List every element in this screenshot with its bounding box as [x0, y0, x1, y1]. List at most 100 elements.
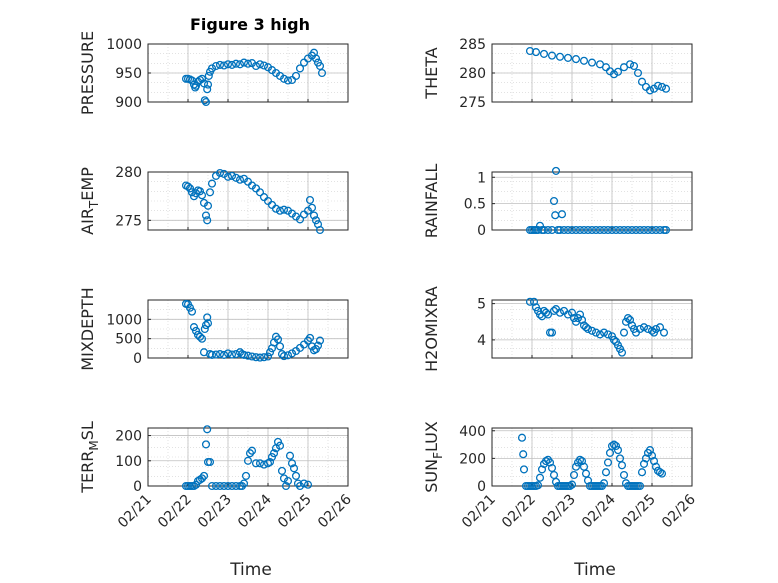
data-point: [283, 351, 293, 360]
data-point: [309, 211, 319, 220]
data-point: [215, 350, 225, 359]
data-point: [651, 225, 661, 235]
data-point: [539, 49, 549, 58]
data-point: [243, 351, 253, 360]
data-point: [563, 225, 573, 235]
data-point: [255, 353, 265, 362]
data-point: [277, 466, 287, 475]
x-axis-label-right: Time: [573, 560, 616, 580]
data-point: [657, 469, 667, 478]
data-point: [215, 60, 225, 69]
data-point: [187, 307, 197, 316]
data-point: [281, 481, 291, 491]
y-tick-label: 950: [115, 66, 142, 82]
data-point: [227, 481, 237, 491]
data-point: [251, 61, 261, 71]
data-point: [285, 451, 295, 460]
data-point: [185, 184, 195, 193]
data-point: [619, 328, 629, 337]
data-point: [595, 225, 605, 235]
data-point: [551, 166, 561, 175]
data-point: [629, 61, 639, 71]
data-point: [223, 349, 233, 358]
data-point: [219, 350, 229, 359]
data-point: [583, 324, 593, 334]
data-point: [645, 86, 655, 95]
x-tick-label: 02/22: [155, 492, 195, 532]
y-axis-label: H2OMIXRA: [422, 286, 441, 372]
y-tick-label: 0: [477, 479, 486, 495]
data-point: [643, 225, 653, 235]
y-axis-label: RAINFALL: [422, 164, 441, 239]
data-point: [201, 321, 211, 330]
data-point: [203, 201, 213, 210]
data-point: [305, 333, 315, 342]
y-tick-label: 400: [459, 424, 486, 440]
data-point: [263, 352, 273, 361]
data-point: [223, 60, 233, 69]
y-tick-label: 200: [115, 429, 142, 445]
x-tick-label: 02/21: [459, 492, 499, 532]
data-point: [601, 63, 611, 72]
data-point: [563, 310, 573, 319]
data-point: [615, 225, 625, 235]
data-point: [635, 225, 645, 235]
data-point: [291, 471, 301, 480]
data-point: [567, 308, 577, 317]
data-point: [197, 474, 207, 483]
data-point: [531, 48, 541, 57]
data-point: [625, 315, 635, 324]
data-point: [283, 476, 293, 486]
data-point: [275, 441, 285, 450]
y-tick-label: 0: [477, 223, 486, 239]
data-point: [259, 193, 269, 202]
data-point: [533, 481, 543, 490]
data-point: [205, 457, 215, 467]
data-point: [279, 74, 289, 83]
data-point: [613, 67, 623, 76]
data-point: [591, 328, 601, 337]
data-point: [273, 335, 283, 344]
data-point: [223, 172, 233, 181]
data-point: [215, 168, 225, 178]
data-point: [293, 479, 303, 488]
data-point: [547, 51, 557, 60]
data-point: [299, 58, 309, 67]
data-point: [265, 457, 275, 467]
data-point: [613, 446, 623, 455]
y-axis-label: SUNFLUX: [422, 421, 445, 493]
data-point: [279, 474, 289, 483]
data-point: [255, 60, 265, 69]
data-point: [551, 211, 560, 220]
data-point: [269, 449, 279, 458]
data-point: [647, 326, 657, 335]
data-point: [541, 457, 551, 466]
data-point: [655, 323, 665, 332]
data-point: [639, 323, 649, 332]
data-point: [307, 342, 317, 351]
data-point: [307, 203, 317, 212]
data-point: [197, 334, 207, 343]
data-point: [200, 96, 209, 105]
data-point: [265, 348, 275, 357]
axes-box: [147, 299, 349, 359]
data-point: [201, 211, 211, 220]
data-point: [201, 440, 211, 449]
data-point: [603, 330, 613, 339]
data-point: [207, 481, 217, 491]
data-point: [543, 225, 553, 235]
data-point: [289, 464, 299, 473]
x-tick-label: 02/25: [619, 492, 659, 532]
data-point: [619, 470, 629, 480]
data-point: [581, 469, 591, 478]
x-axis-label-left: Time: [229, 560, 272, 580]
data-point: [243, 456, 253, 465]
data-point: [555, 308, 565, 317]
data-point: [547, 328, 557, 337]
data-point: [661, 84, 671, 93]
data-point: [303, 480, 313, 489]
data-point: [655, 225, 665, 235]
data-point: [227, 60, 237, 69]
data-point: [207, 179, 217, 188]
data-point: [241, 471, 251, 480]
